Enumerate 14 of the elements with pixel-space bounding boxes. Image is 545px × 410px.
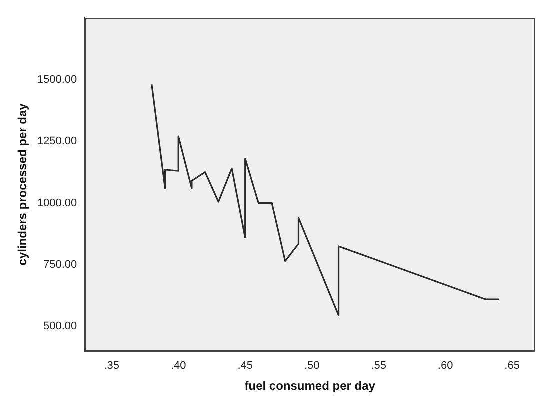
x-tick-label: .35 bbox=[104, 360, 120, 372]
y-tick-label: 1000.00 bbox=[37, 197, 78, 210]
y-axis-title: cylinders processed per day bbox=[16, 103, 30, 266]
x-tick-label: .65 bbox=[504, 360, 520, 372]
x-tick-label: .45 bbox=[238, 360, 253, 372]
y-tick-label: 1250.00 bbox=[37, 136, 78, 148]
y-tick-label: 1500.00 bbox=[37, 74, 78, 86]
x-tick-label: .40 bbox=[170, 360, 186, 372]
x-tick-label: .50 bbox=[304, 360, 320, 372]
x-axis-title: fuel consumed per day bbox=[244, 379, 376, 394]
y-tick-label: 500.00 bbox=[44, 320, 78, 333]
x-tick-label: .60 bbox=[438, 360, 454, 372]
y-tick-label: 750.00 bbox=[44, 258, 78, 271]
x-tick-label: .55 bbox=[371, 360, 386, 372]
